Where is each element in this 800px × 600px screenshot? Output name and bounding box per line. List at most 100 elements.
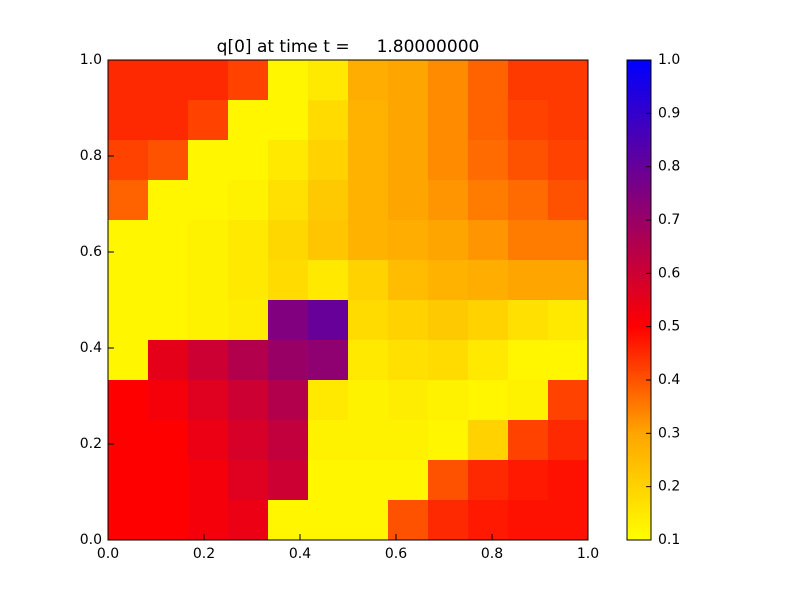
heatmap-cell	[468, 260, 509, 301]
y-tick-label: 0.0	[80, 532, 102, 548]
heatmap-cell	[108, 300, 149, 341]
heatmap-cell	[428, 380, 469, 421]
heatmap-cell	[308, 380, 349, 421]
heatmap-cell	[428, 340, 469, 381]
heatmap-cell	[428, 100, 469, 141]
heatmap-cell	[308, 340, 349, 381]
heatmap-cell	[388, 60, 429, 101]
heatmap-cell	[108, 100, 149, 141]
heatmap-cell	[388, 380, 429, 421]
heatmap-cell	[228, 420, 269, 461]
heatmap-cell	[388, 140, 429, 181]
heatmap-cell	[508, 340, 549, 381]
heatmap-cell	[548, 220, 589, 261]
colorbar-tick-label: 0.7	[658, 212, 680, 228]
heatmap-cell	[508, 60, 549, 101]
colorbar-tick-label: 0.3	[658, 425, 680, 441]
heatmap-cell	[548, 180, 589, 221]
heatmap-cell	[148, 380, 189, 421]
heatmap-cell	[188, 340, 229, 381]
heatmap-cell	[348, 60, 389, 101]
heatmap-cell	[268, 60, 309, 101]
heatmap-cell	[428, 140, 469, 181]
heatmap-cell	[228, 380, 269, 421]
heatmap-cell	[388, 420, 429, 461]
x-tick-label: 0.2	[193, 546, 215, 562]
heatmap-cell	[508, 460, 549, 501]
heatmap-cell	[348, 420, 389, 461]
heatmap-cell	[548, 500, 589, 541]
heatmap-cell	[548, 140, 589, 181]
heatmap-cell	[308, 300, 349, 341]
heatmap-cell	[228, 140, 269, 181]
heatmap-cell	[428, 260, 469, 301]
heatmap-cell	[148, 500, 189, 541]
y-tick-label: 1.0	[80, 52, 102, 68]
heatmap-cell	[468, 140, 509, 181]
heatmap-cell	[228, 340, 269, 381]
colorbar	[626, 59, 652, 541]
heatmap-cell	[508, 380, 549, 421]
heatmap-cell	[508, 300, 549, 341]
heatmap-cell	[548, 340, 589, 381]
heatmap-cell	[148, 100, 189, 141]
heatmap-cell	[388, 260, 429, 301]
heatmap-cell	[468, 340, 509, 381]
heatmap-cell	[228, 460, 269, 501]
heatmap-cell	[108, 220, 149, 261]
y-tick-label: 0.2	[80, 436, 102, 452]
heatmap-cell	[188, 60, 229, 101]
heatmap-cell	[228, 180, 269, 221]
heatmap-cell	[148, 460, 189, 501]
heatmap-cell	[348, 300, 389, 341]
heatmap-cell	[268, 100, 309, 141]
heatmap-cell	[308, 180, 349, 221]
heatmap-cell	[268, 500, 309, 541]
heatmap-cell	[268, 420, 309, 461]
heatmap-cell	[548, 420, 589, 461]
heatmap-cell	[508, 500, 549, 541]
y-tick-label: 0.6	[80, 244, 102, 260]
plot-frame	[107, 59, 589, 541]
heatmap-cell	[148, 300, 189, 341]
heatmap-cell	[308, 60, 349, 101]
heatmap-cell	[428, 420, 469, 461]
heatmap-cell	[388, 500, 429, 541]
heatmap-cell	[228, 260, 269, 301]
heatmap-cell	[228, 500, 269, 541]
heatmap-cell	[188, 260, 229, 301]
heatmap-cell	[148, 340, 189, 381]
heatmap-cell	[428, 220, 469, 261]
heatmap-cell	[388, 220, 429, 261]
heatmap-cell	[308, 260, 349, 301]
heatmap-cell	[508, 220, 549, 261]
heatmap-cell	[428, 60, 469, 101]
heatmap-cell	[308, 460, 349, 501]
heatmap-cell	[468, 100, 509, 141]
heatmap-cell	[348, 100, 389, 141]
heatmap-cell	[468, 60, 509, 101]
heatmap-cell	[348, 220, 389, 261]
heatmap-cell	[108, 60, 149, 101]
chart-title: q[0] at time t = 1.80000000	[217, 37, 480, 57]
heatmap-cell	[468, 180, 509, 221]
heatmap-cell	[428, 180, 469, 221]
heatmap-cell	[348, 500, 389, 541]
heatmap-cell	[188, 220, 229, 261]
heatmap-cell	[548, 380, 589, 421]
heatmap-cell	[108, 420, 149, 461]
heatmap-cell	[508, 140, 549, 181]
heatmap-cell	[508, 420, 549, 461]
colorbar-tick-label: 1.0	[658, 52, 680, 68]
heatmap-cell	[148, 140, 189, 181]
heatmap-cell	[228, 100, 269, 141]
heatmap-cell	[548, 460, 589, 501]
heatmap-cell	[188, 100, 229, 141]
heatmap	[108, 60, 589, 541]
heatmap-cell	[348, 380, 389, 421]
heatmap-cell	[268, 220, 309, 261]
heatmap-cell	[348, 340, 389, 381]
heatmap-cell	[148, 220, 189, 261]
heatmap-cell	[508, 100, 549, 141]
